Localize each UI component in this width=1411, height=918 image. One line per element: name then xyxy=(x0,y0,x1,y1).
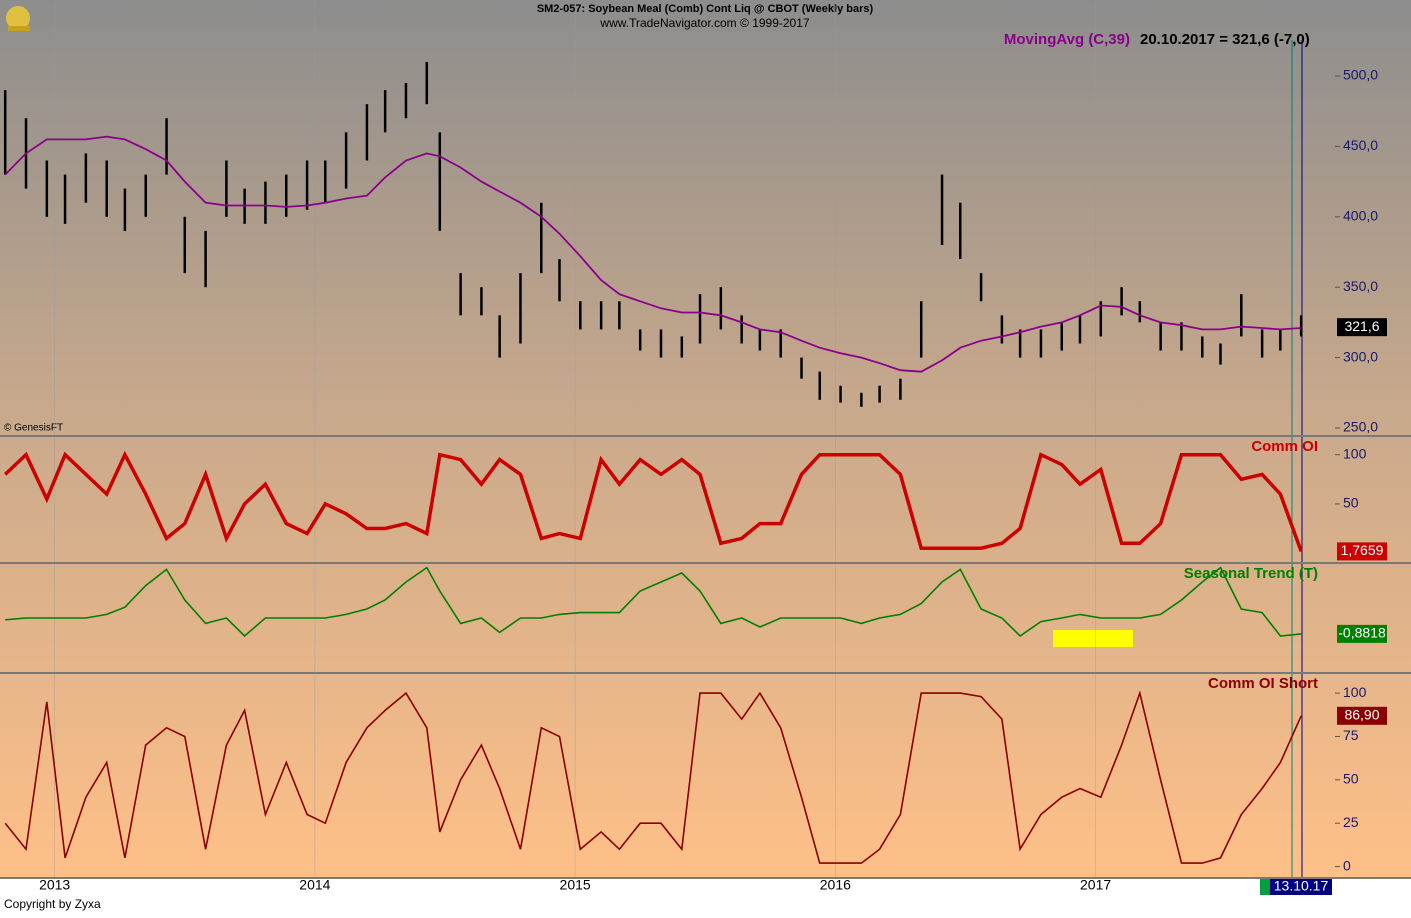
logo-circle xyxy=(6,6,30,30)
cursor-box xyxy=(1270,878,1332,895)
logo xyxy=(6,6,30,31)
cursor-box-accent xyxy=(1260,878,1270,895)
y-tick-label: 100 xyxy=(1343,684,1367,700)
cursor-date: 13.10.17 xyxy=(1274,878,1329,894)
plot-bg xyxy=(0,0,1335,877)
y-tick-label: 0 xyxy=(1343,857,1351,873)
x-tick-label: 2016 xyxy=(820,877,851,893)
y-tick-label: 350,0 xyxy=(1343,278,1378,294)
series-line xyxy=(3,450,1303,552)
legend-label: MovingAvg (C,39) xyxy=(1004,31,1130,48)
last-value-label: 321,6 xyxy=(1344,318,1379,334)
x-tick-label: 2013 xyxy=(39,877,70,893)
legend-label: Comm OI xyxy=(1251,438,1318,455)
highlight xyxy=(1053,630,1133,647)
series-line xyxy=(5,566,1302,638)
y-tick-label: 50 xyxy=(1343,495,1359,511)
y-tick-label: 25 xyxy=(1343,814,1359,830)
y-tick-label: 400,0 xyxy=(1343,207,1378,223)
x-tick-label: 2014 xyxy=(299,877,330,893)
series-line xyxy=(4,135,1302,373)
last-value-box xyxy=(1337,318,1387,337)
logo-base xyxy=(8,26,30,31)
last-value-label: 86,90 xyxy=(1344,707,1379,723)
last-value-label: -0,8818 xyxy=(1338,625,1386,641)
x-tick-label: 2017 xyxy=(1080,877,1111,893)
y-tick-label: 450,0 xyxy=(1343,137,1378,153)
y-tick-label: 50 xyxy=(1343,771,1359,787)
y-tick-label: 300,0 xyxy=(1343,348,1378,364)
y-tick-label: 100 xyxy=(1343,445,1367,461)
series-line xyxy=(4,690,1302,864)
last-value-box xyxy=(1337,624,1387,643)
last-value-box xyxy=(1337,706,1387,725)
chart-subtitle: www.TradeNavigator.com © 1999-2017 xyxy=(599,16,809,30)
chart-title: SM2-057: Soybean Meal (Comb) Cont Liq @ … xyxy=(537,3,874,15)
y-tick-label: 250,0 xyxy=(1343,419,1378,435)
legend-label: Seasonal Trend (T) xyxy=(1184,565,1318,582)
legend-label: Comm OI Short xyxy=(1208,675,1318,692)
annotation: 20.10.2017 = 321,6 (-7,0) xyxy=(1140,31,1310,48)
source: © GenesisFT xyxy=(4,423,63,434)
x-tick-label: 2015 xyxy=(560,877,591,893)
axis-bg xyxy=(1335,0,1411,877)
last-value-label: 1,7659 xyxy=(1341,542,1384,558)
y-tick-label: 500,0 xyxy=(1343,67,1378,83)
copyright: Copyright by Zyxa xyxy=(4,897,101,911)
last-value-box xyxy=(1337,542,1387,561)
y-tick-label: 75 xyxy=(1343,727,1359,743)
